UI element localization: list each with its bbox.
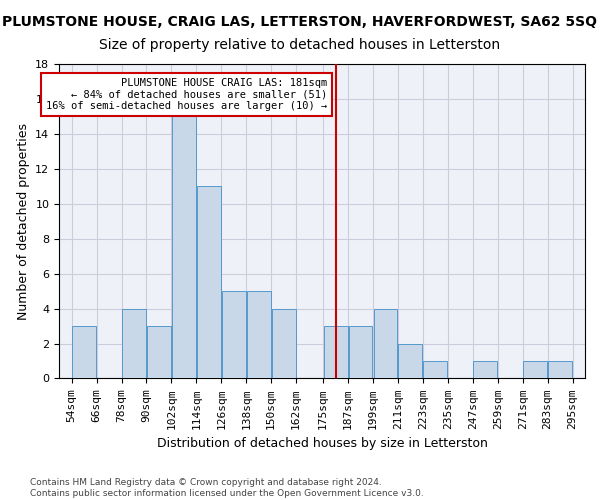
Bar bbox=[222, 291, 245, 378]
Text: PLUMSTONE HOUSE CRAIG LAS: 181sqm
← 84% of detached houses are smaller (51)
16% : PLUMSTONE HOUSE CRAIG LAS: 181sqm ← 84% … bbox=[46, 78, 327, 111]
Bar bbox=[473, 361, 497, 378]
Y-axis label: Number of detached properties: Number of detached properties bbox=[17, 122, 30, 320]
Bar bbox=[172, 116, 196, 378]
Text: Contains HM Land Registry data © Crown copyright and database right 2024.
Contai: Contains HM Land Registry data © Crown c… bbox=[30, 478, 424, 498]
Bar bbox=[147, 326, 171, 378]
Bar bbox=[398, 344, 422, 378]
Text: PLUMSTONE HOUSE, CRAIG LAS, LETTERSTON, HAVERFORDWEST, SA62 5SQ: PLUMSTONE HOUSE, CRAIG LAS, LETTERSTON, … bbox=[2, 15, 598, 29]
Bar bbox=[523, 361, 547, 378]
Bar bbox=[323, 326, 347, 378]
Bar bbox=[72, 326, 96, 378]
Bar bbox=[349, 326, 373, 378]
Bar bbox=[424, 361, 448, 378]
Bar bbox=[247, 291, 271, 378]
Bar bbox=[548, 361, 572, 378]
Bar bbox=[122, 308, 146, 378]
Bar bbox=[272, 308, 296, 378]
Bar bbox=[374, 308, 397, 378]
Bar bbox=[197, 186, 221, 378]
Text: Size of property relative to detached houses in Letterston: Size of property relative to detached ho… bbox=[100, 38, 500, 52]
X-axis label: Distribution of detached houses by size in Letterston: Distribution of detached houses by size … bbox=[157, 437, 488, 450]
